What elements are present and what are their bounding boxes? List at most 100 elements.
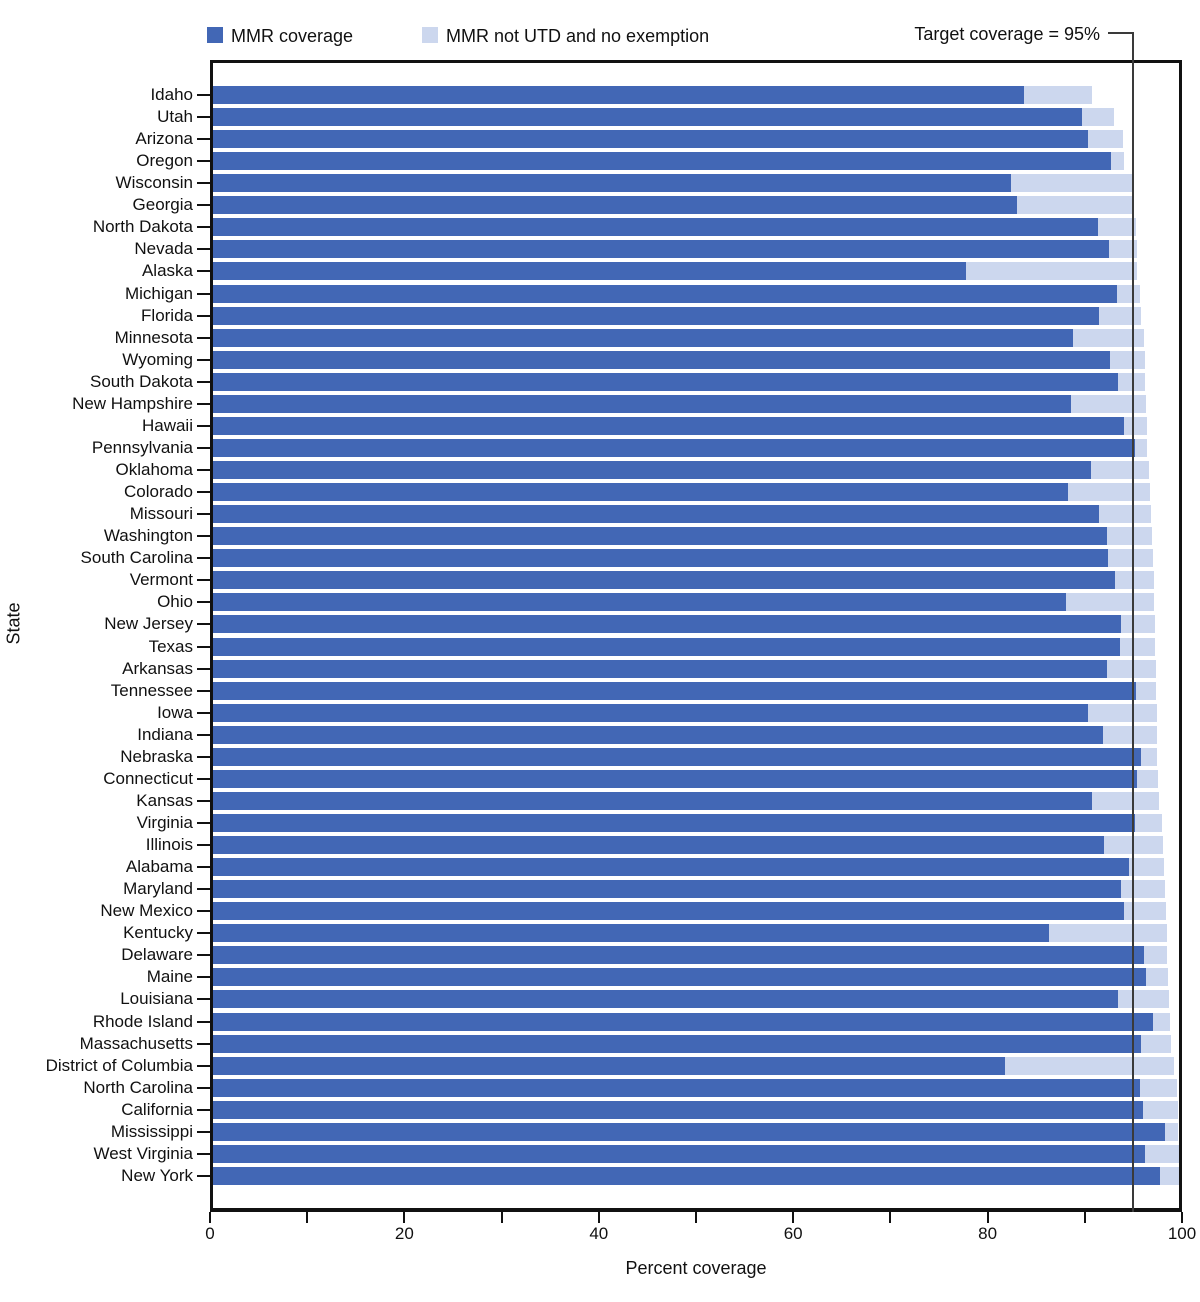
y-tick-texas (197, 645, 210, 648)
y-tick-colorado (197, 491, 210, 494)
x-tick-label-100: 100 (1167, 1224, 1197, 1243)
y-tick-minnesota (197, 336, 210, 339)
mmr-not-utd-bar-florida (1098, 306, 1142, 325)
y-tick-ohio (197, 601, 210, 604)
state-label-mississippi: Mississippi (110, 1121, 193, 1141)
mmr-coverage-bar-michigan (213, 284, 1118, 303)
mmr-coverage-bar-west-virginia (213, 1144, 1146, 1163)
mmr-not-utd-bar-delaware (1144, 946, 1168, 965)
mmr-not-utd-bar-kansas (1092, 791, 1159, 810)
y-tick-tennessee (197, 689, 210, 692)
mmr-not-utd-bar-michigan (1117, 284, 1141, 303)
mmr-coverage-bar-maryland (213, 880, 1122, 899)
mmr-coverage-bar-kentucky (213, 924, 1049, 943)
mmr-not-utd-swatch-icon (422, 27, 438, 43)
mmr-coverage-bar-new-york (213, 1166, 1160, 1185)
y-tick-idaho (197, 94, 210, 96)
mmr-coverage-bar-arizona (213, 130, 1089, 149)
state-label-delaware: Delaware (121, 945, 193, 965)
y-tick-maine (197, 976, 210, 979)
state-label-ohio: Ohio (157, 592, 193, 612)
mmr-not-utd-bar-idaho (1024, 86, 1093, 104)
state-label-utah: Utah (157, 107, 193, 127)
y-tick-new-mexico (197, 910, 210, 913)
state-label-vermont: Vermont (129, 570, 193, 590)
chart-legend: MMR coverage MMR not UTD and no exemptio… (0, 0, 1200, 60)
state-label-florida: Florida (141, 305, 193, 325)
mmr-coverage-bar-mississippi (213, 1122, 1166, 1141)
x-tick-90 (1083, 1212, 1086, 1223)
state-label-colorado: Colorado (124, 482, 193, 502)
mmr-not-utd-bar-georgia (1016, 196, 1134, 215)
y-tick-kentucky (197, 932, 210, 935)
state-label-nebraska: Nebraska (120, 746, 193, 766)
x-tick-50 (695, 1212, 697, 1223)
x-tick-label-40: 40 (589, 1224, 609, 1243)
mmr-coverage-bar-oregon (213, 152, 1112, 171)
y-tick-iowa (197, 711, 210, 714)
y-tick-illinois (197, 844, 210, 847)
y-tick-oklahoma (197, 469, 210, 472)
mmr-coverage-bar-minnesota (213, 328, 1073, 347)
mmr-coverage-bar-kansas (213, 791, 1093, 810)
y-tick-virginia (197, 821, 210, 824)
state-label-new-jersey: New Jersey (104, 614, 193, 634)
mmr-not-utd-bar-connecticut (1137, 769, 1158, 788)
x-tick-80 (986, 1212, 989, 1223)
mmr-not-utd-bar-north-carolina (1140, 1078, 1178, 1097)
y-tick-connecticut (197, 777, 210, 780)
x-tick-label-80: 80 (978, 1224, 998, 1243)
y-axis-title: State (3, 602, 24, 645)
mmr-not-utd-bar-alaska (966, 262, 1138, 281)
y-tick-california (197, 1108, 210, 1111)
state-label-georgia: Georgia (132, 195, 193, 215)
mmr-not-utd-bar-rhode-island (1152, 1012, 1171, 1031)
mmr-not-utd-bar-wisconsin (1010, 174, 1133, 193)
mmr-not-utd-bar-minnesota (1072, 328, 1145, 347)
mmr-not-utd-bar-pennsylvania (1134, 438, 1148, 457)
mmr-not-utd-bar-california (1143, 1100, 1179, 1119)
y-tick-michigan (197, 292, 210, 295)
state-label-wyoming: Wyoming (122, 349, 193, 369)
mmr-coverage-bar-alabama (213, 858, 1129, 877)
mmr-not-utd-bar-south-carolina (1108, 549, 1153, 568)
mmr-coverage-bar-iowa (213, 703, 1089, 722)
state-label-new-york: New York (121, 1165, 193, 1185)
state-label-alabama: Alabama (125, 857, 193, 877)
mmr-not-utd-bar-wyoming (1110, 350, 1146, 369)
y-tick-north-carolina (197, 1086, 210, 1089)
mmr-not-utd-bar-alabama (1128, 858, 1164, 877)
y-tick-louisiana (197, 998, 210, 1001)
x-axis-title: Percent coverage (625, 1258, 767, 1278)
y-tick-north-dakota (197, 226, 210, 229)
y-tick-south-dakota (197, 380, 210, 383)
mmr-coverage-bar-vermont (213, 571, 1116, 590)
x-tick-label-0: 0 (205, 1224, 215, 1243)
y-tick-indiana (197, 733, 210, 736)
target-connector-line (1108, 32, 1133, 34)
mmr-not-utd-bar-washington (1106, 527, 1152, 546)
y-tick-nevada (197, 248, 210, 251)
mmr-coverage-bar-pennsylvania (213, 438, 1135, 457)
mmr-coverage-bar-colorado (213, 483, 1068, 502)
state-label-louisiana: Louisiana (120, 989, 193, 1009)
state-label-new-hampshire: New Hampshire (72, 393, 193, 413)
state-label-connecticut: Connecticut (103, 768, 193, 788)
mmr-not-utd-bar-virginia (1134, 813, 1162, 832)
mmr-coverage-bar-tennessee (213, 681, 1137, 700)
mmr-not-utd-bar-nebraska (1141, 747, 1157, 766)
y-tick-south-carolina (197, 557, 210, 560)
mmr-not-utd-bar-maine (1146, 968, 1169, 987)
mmr-coverage-bar-rhode-island (213, 1012, 1153, 1031)
mmr-coverage-bar-oklahoma (213, 461, 1092, 480)
mmr-not-utd-bar-nevada (1109, 240, 1138, 259)
mmr-coverage-bar-florida (213, 306, 1099, 325)
mmr-coverage-bar-district-of-columbia (213, 1056, 1006, 1075)
state-label-district-of-columbia: District of Columbia (45, 1055, 193, 1075)
y-tick-kansas (197, 799, 210, 802)
y-tick-alaska (197, 270, 210, 273)
state-label-iowa: Iowa (157, 702, 193, 722)
state-label-illinois: Illinois (145, 835, 193, 855)
mmr-coverage-bar-new-jersey (213, 615, 1122, 634)
x-tick-label-20: 20 (394, 1224, 414, 1243)
